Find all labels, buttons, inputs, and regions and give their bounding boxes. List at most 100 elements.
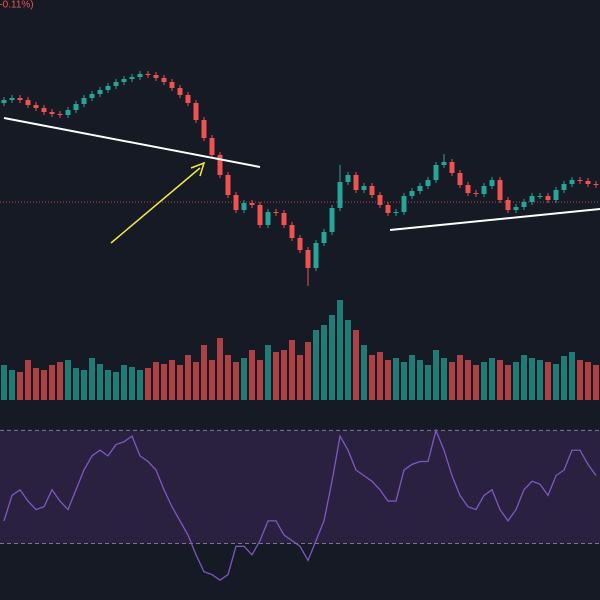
volume-bar	[169, 360, 175, 400]
candle-body	[249, 203, 255, 205]
volume-bar	[513, 362, 519, 400]
candle-body	[281, 213, 287, 225]
candle-body	[393, 212, 399, 213]
arrow-head	[190, 161, 206, 177]
volume-bar	[553, 364, 559, 400]
candle-body	[345, 175, 351, 182]
candle-body	[593, 184, 599, 185]
volume-bar	[225, 355, 231, 400]
candle-body	[385, 205, 391, 213]
candle-body	[217, 155, 223, 175]
candle-body	[409, 191, 415, 196]
candle-body	[17, 98, 23, 100]
trend-line	[3, 117, 261, 168]
volume-bar	[217, 338, 223, 400]
volume-bar	[73, 368, 79, 400]
candle-body	[433, 165, 439, 180]
volume-bar	[81, 370, 87, 400]
candle-body	[41, 108, 47, 112]
candle-body	[9, 98, 15, 100]
volume-bar	[193, 362, 199, 400]
volume-bar	[305, 342, 311, 400]
candle-body	[497, 180, 503, 200]
volume-bar	[57, 362, 63, 400]
candle-body	[585, 181, 591, 184]
candle-body	[529, 196, 535, 202]
volume-bar	[577, 360, 583, 400]
volume-bar	[161, 364, 167, 400]
volume-panel	[1, 300, 599, 400]
volume-bar	[257, 360, 263, 400]
volume-bar	[353, 330, 359, 400]
volume-bar	[449, 362, 455, 400]
volume-bar	[129, 367, 135, 400]
candle-body	[297, 238, 303, 250]
volume-bar	[145, 368, 151, 400]
volume-bar	[313, 330, 319, 400]
rsi-panel	[0, 428, 600, 582]
candle-body	[369, 186, 375, 195]
candle-body	[553, 190, 559, 200]
candle-body	[65, 110, 71, 115]
volume-bar	[545, 362, 551, 400]
volume-bar	[505, 365, 511, 400]
volume-bar	[497, 360, 503, 400]
volume-bar	[137, 370, 143, 400]
volume-bar	[489, 358, 495, 400]
candle-body	[521, 202, 527, 207]
candle-body	[305, 250, 311, 268]
volume-bar	[105, 370, 111, 400]
candle-body	[441, 162, 447, 165]
volume-bar	[417, 360, 423, 400]
volume-bar	[185, 355, 191, 400]
volume-bar	[289, 340, 295, 400]
volume-bar	[121, 365, 127, 400]
volume-bar	[297, 355, 303, 400]
candle-body	[81, 98, 87, 104]
candle-body	[489, 180, 495, 186]
volume-bar	[425, 365, 431, 400]
candle-body	[97, 90, 103, 94]
volume-bar	[385, 360, 391, 400]
candle-body	[193, 103, 199, 120]
volume-bar	[401, 362, 407, 400]
volume-bar	[321, 325, 327, 400]
volume-bar	[113, 372, 119, 400]
volume-bar	[1, 365, 7, 400]
candle-body	[417, 186, 423, 191]
price-panel	[0, 71, 600, 286]
candle-body	[153, 75, 159, 78]
volume-bar	[17, 372, 23, 400]
candle-body	[169, 82, 175, 88]
candle-body	[33, 105, 39, 108]
volume-bar	[457, 355, 463, 400]
candle-body	[233, 195, 239, 210]
candle-body	[105, 86, 111, 90]
candle-body	[177, 88, 183, 95]
volume-bar	[265, 345, 271, 400]
volume-bar	[465, 360, 471, 400]
arrow	[110, 167, 201, 244]
candle-body	[265, 212, 271, 225]
volume-bar	[377, 352, 383, 400]
volume-bar	[441, 358, 447, 400]
volume-bar	[345, 320, 351, 400]
volume-bar	[537, 360, 543, 400]
candle-body	[561, 184, 567, 190]
candle-body	[425, 180, 431, 186]
volume-bar	[521, 355, 527, 400]
volume-bar	[281, 350, 287, 400]
candle-body	[145, 74, 151, 75]
volume-bar	[361, 345, 367, 400]
candle-body	[129, 77, 135, 79]
volume-bar	[593, 365, 599, 400]
candle-body	[361, 186, 367, 190]
volume-bar	[25, 360, 31, 400]
candle-body	[57, 114, 63, 115]
volume-bar	[433, 350, 439, 400]
volume-bar	[585, 362, 591, 400]
candle-body	[505, 200, 511, 210]
candle-body	[401, 196, 407, 212]
volume-bar	[273, 352, 279, 400]
